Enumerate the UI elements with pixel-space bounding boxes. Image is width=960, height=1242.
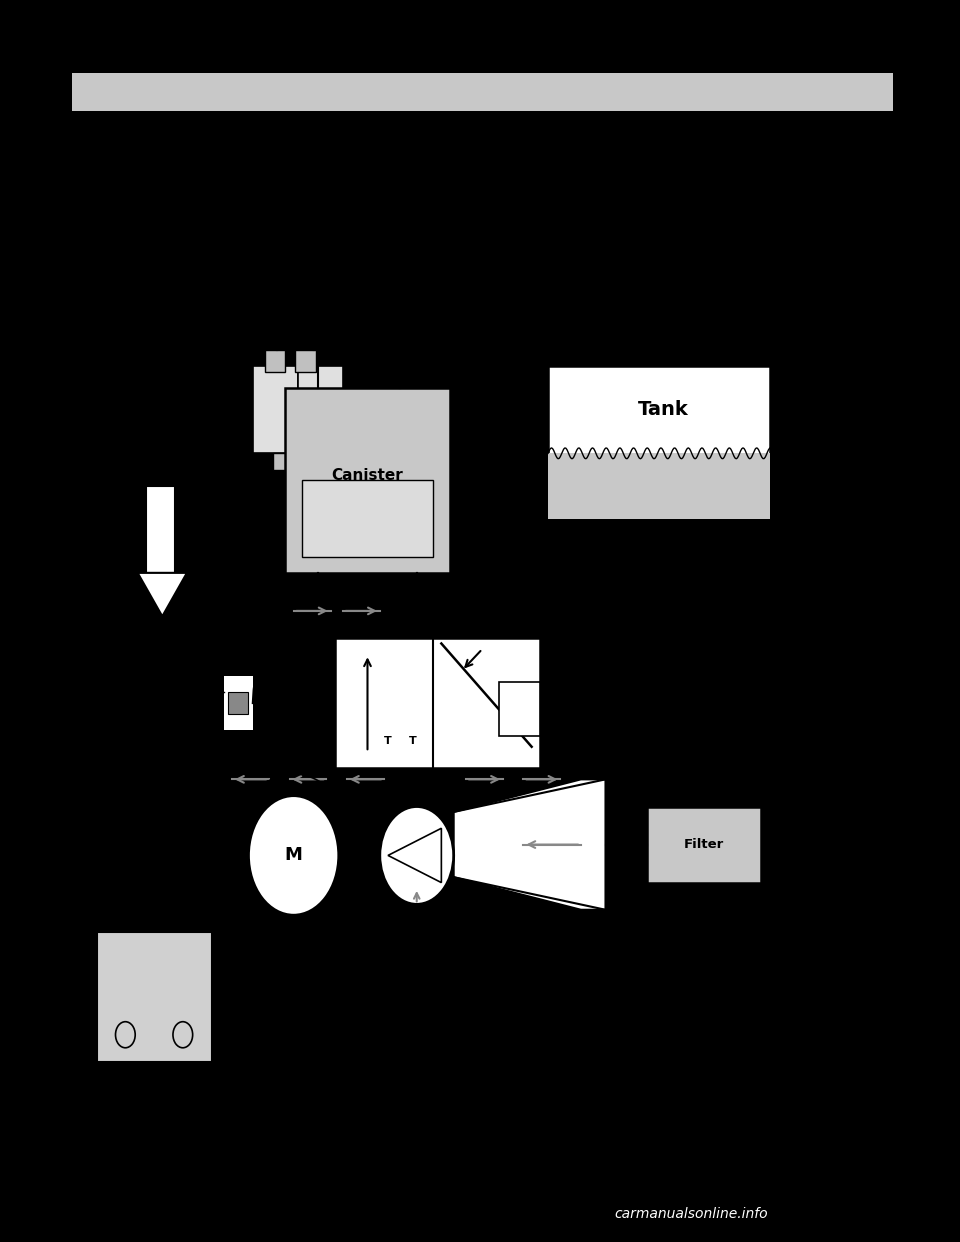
Bar: [146, 486, 175, 573]
Text: +: +: [255, 576, 267, 591]
Bar: [252, 366, 298, 453]
Text: 2: 2: [162, 933, 169, 941]
Polygon shape: [388, 828, 442, 883]
Text: CURRENT
MONITOR: CURRENT MONITOR: [135, 981, 173, 1001]
Text: Fresh Air: Fresh Air: [787, 871, 851, 883]
Text: The ECM  activates the pump motor.  The pump pulls air from the filtered air inl: The ECM activates the pump motor. The pu…: [84, 204, 660, 236]
Text: LEAK DIAGNOSIS TEST: LEAK DIAGNOSIS TEST: [84, 133, 311, 150]
Bar: [72, 73, 893, 111]
Bar: [285, 389, 449, 573]
Bar: [296, 350, 316, 371]
Bar: [301, 481, 433, 556]
Text: Electric
Motor LDP: Electric Motor LDP: [720, 627, 790, 656]
Text: T: T: [409, 737, 417, 746]
Text: Canister: Canister: [331, 467, 403, 483]
Text: Throttle
Plate: Throttle Plate: [92, 371, 143, 394]
Text: +: +: [460, 576, 471, 591]
Text: Filter: Filter: [684, 838, 724, 851]
Bar: [139, 935, 154, 948]
Text: 35: 35: [863, 1148, 885, 1165]
Text: PHASE 1 -  REFERENCE MEASUREMENT: PHASE 1 - REFERENCE MEASUREMENT: [84, 169, 403, 184]
Text: 4: 4: [125, 933, 131, 941]
Text: Pump: Pump: [396, 909, 437, 922]
Bar: [224, 676, 252, 730]
Text: Purge
Valve: Purge Valve: [368, 366, 407, 395]
Text: 5: 5: [106, 933, 112, 941]
Bar: [265, 350, 285, 371]
Text: 0.5mm
Reference
Orifice: 0.5mm Reference Orifice: [97, 682, 156, 718]
Circle shape: [380, 806, 454, 904]
Bar: [176, 935, 190, 948]
Text: Change-Over
Valve: Change-Over Valve: [440, 622, 525, 650]
Text: The ECM simultaneously monitors the pump motor current flow .  The motor current: The ECM simultaneously monitors the pump…: [84, 263, 665, 333]
Bar: [548, 366, 770, 519]
Bar: [224, 671, 252, 735]
Text: T: T: [384, 737, 392, 746]
Polygon shape: [454, 780, 606, 909]
Bar: [220, 606, 770, 909]
Bar: [273, 453, 306, 469]
Bar: [647, 806, 761, 883]
Text: carmanualsonline.info: carmanualsonline.info: [614, 1207, 768, 1221]
Text: M: M: [285, 847, 302, 864]
Polygon shape: [137, 573, 187, 616]
Bar: [103, 935, 118, 948]
Text: 3: 3: [144, 933, 150, 941]
Text: Tank: Tank: [637, 400, 688, 420]
Bar: [97, 932, 211, 1062]
Bar: [228, 693, 249, 714]
Text: Engine: Engine: [97, 523, 150, 537]
Bar: [157, 935, 172, 948]
Bar: [548, 453, 770, 519]
Bar: [499, 682, 540, 735]
Circle shape: [249, 796, 339, 915]
Text: 1: 1: [181, 933, 187, 941]
Bar: [298, 366, 343, 453]
Bar: [121, 935, 136, 948]
Bar: [335, 638, 540, 769]
